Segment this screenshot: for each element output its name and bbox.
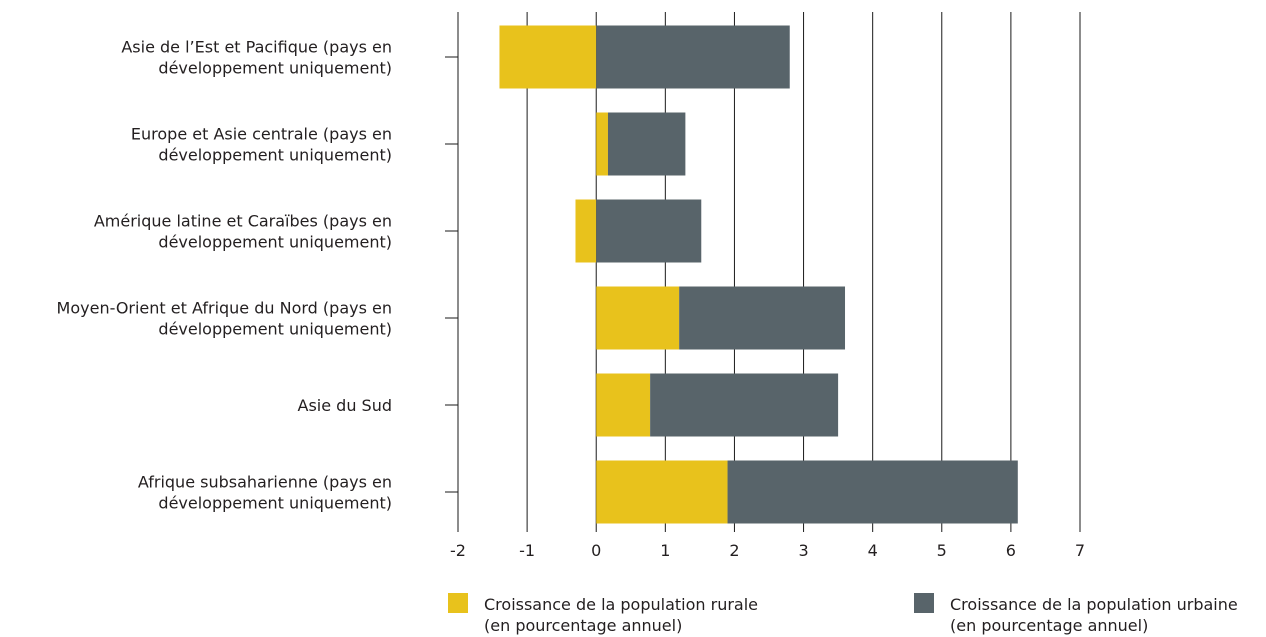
category-label-line: Asie de l’Est et Pacifique (pays en — [121, 38, 392, 57]
category-label-line: Europe et Asie centrale (pays en — [131, 125, 392, 144]
urban-growth-bar — [596, 199, 702, 263]
urban-growth-bar — [650, 373, 839, 437]
category-label: Afrique subsaharienne (pays en développem… — [138, 473, 392, 513]
x-tick-label: 3 — [798, 541, 808, 560]
legend-swatch — [914, 593, 934, 613]
rural-growth-bar — [499, 25, 597, 89]
urban-growth-bar — [679, 286, 846, 350]
category-label-line: Asie du Sud — [298, 396, 393, 415]
legend-label-line: (en pourcentage annuel) — [484, 616, 682, 635]
rural-growth-bar — [596, 286, 680, 350]
legend-label-line: Croissance de la population rurale — [484, 595, 758, 614]
category-label-line: Afrique subsaharienne (pays en — [138, 473, 392, 492]
legend: Croissance de la population rurale (en po… — [448, 593, 1238, 635]
legend-swatch — [448, 593, 468, 613]
rural-growth-bar — [596, 460, 728, 524]
category-label-line: développement uniquement) — [158, 59, 392, 78]
category-label: Asie de l’Est et Pacifique (pays en dével… — [121, 38, 392, 78]
x-tick-label: 1 — [660, 541, 670, 560]
x-tick-label: 2 — [729, 541, 739, 560]
legend-label-line: (en pourcentage annuel) — [950, 616, 1148, 635]
category-label-line: développement uniquement) — [158, 146, 392, 165]
rural-growth-bar — [596, 373, 651, 437]
category-label: Asie du Sud — [298, 396, 393, 415]
legend-label: Croissance de la population rurale (en po… — [484, 595, 758, 635]
gridlines — [457, 12, 1081, 532]
legend-label-line: Croissance de la population urbaine — [950, 595, 1238, 614]
x-tick-label: 4 — [868, 541, 878, 560]
category-labels: Asie de l’Est et Pacifique (pays en dével… — [57, 38, 392, 513]
x-tick-label: 6 — [1006, 541, 1016, 560]
x-tick-label: -1 — [519, 541, 535, 560]
category-label: Moyen-Orient et Afrique du Nord (pays en… — [57, 299, 392, 339]
category-label: Europe et Asie centrale (pays en développ… — [131, 125, 392, 165]
legend-label: Croissance de la population urbaine (en p… — [950, 595, 1238, 635]
x-tick-label: 0 — [591, 541, 601, 560]
rural-growth-bar — [596, 112, 608, 176]
urban-growth-bar — [607, 112, 686, 176]
category-axis — [445, 56, 458, 493]
x-tick-label: 7 — [1075, 541, 1085, 560]
category-label: Amérique latine et Caraïbes (pays en déve… — [94, 212, 392, 252]
bars — [499, 25, 1018, 524]
x-tick-label: -2 — [450, 541, 466, 560]
x-tick-label: 5 — [937, 541, 947, 560]
category-label-line: développement uniquement) — [158, 233, 392, 252]
x-tick-labels: -2 -1 0 1 2 3 4 5 6 7 — [450, 541, 1085, 560]
category-label-line: Moyen-Orient et Afrique du Nord (pays en — [57, 299, 392, 318]
category-label-line: développement uniquement) — [158, 320, 392, 339]
category-label-line: développement uniquement) — [158, 494, 392, 513]
rural-growth-bar — [575, 199, 597, 263]
urban-growth-bar — [596, 25, 790, 89]
category-label-line: Amérique latine et Caraïbes (pays en — [94, 212, 392, 231]
urban-growth-bar — [727, 460, 1018, 524]
